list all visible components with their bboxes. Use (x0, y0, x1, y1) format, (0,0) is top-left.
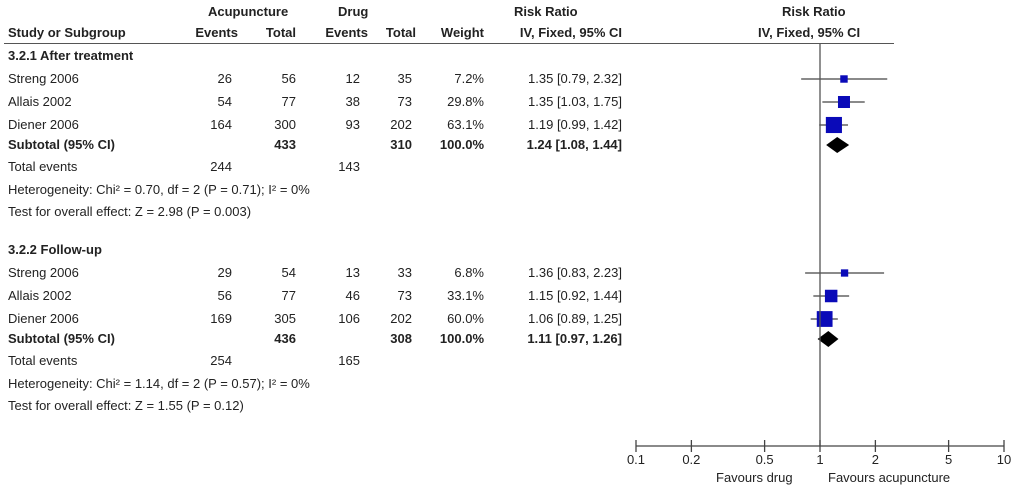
risk-ratio-ci: 1.06 [0.89, 1.25] (528, 311, 622, 326)
total-events-acu: 244 (210, 159, 232, 174)
risk-ratio-ci: 1.35 [1.03, 1.75] (528, 94, 622, 109)
acu-events: 26 (217, 71, 232, 86)
study-square (840, 269, 849, 277)
favours-right-label: Favours acupuncture (828, 470, 951, 485)
acu-events: 56 (217, 288, 232, 303)
drug-events: 12 (345, 71, 360, 86)
x-tick-label: 5 (944, 452, 953, 467)
drug-total: 202 (390, 117, 412, 132)
drug-total: 73 (397, 288, 412, 303)
study-name: Allais 2002 (8, 288, 72, 303)
drug-total: 33 (397, 265, 412, 280)
study-square (840, 75, 848, 83)
total-events-label: Total events (8, 353, 78, 368)
drug-events: 93 (345, 117, 360, 132)
header-study: Study or Subgroup (8, 25, 126, 40)
drug-events: 38 (345, 94, 360, 109)
header-drug: Drug (338, 4, 369, 19)
overall-effect: Test for overall effect: Z = 2.98 (P = 0… (8, 204, 252, 219)
subtotal-acu-total: 436 (274, 331, 296, 346)
weight: 33.1% (447, 288, 484, 303)
total-events-drug: 143 (338, 159, 360, 174)
favours-left-label: Favours drug (716, 470, 793, 485)
x-tick-label: 0.1 (626, 452, 646, 467)
risk-ratio-ci: 1.19 [0.99, 1.42] (528, 117, 622, 132)
acu-total: 77 (281, 288, 296, 303)
subtotal-ci: 1.24 [1.08, 1.44] (526, 137, 622, 152)
risk-ratio-ci: 1.15 [0.92, 1.44] (528, 288, 622, 303)
risk-ratio-ci: 1.35 [0.79, 2.32] (528, 71, 622, 86)
header-acu-events: Events (195, 25, 238, 40)
header-method: IV, Fixed, 95% CI (519, 25, 622, 40)
risk-ratio-ci: 1.36 [0.83, 2.23] (528, 265, 622, 280)
header-drug-events: Events (325, 25, 368, 40)
weight: 7.2% (454, 71, 484, 86)
subtotal-weight: 100.0% (439, 137, 484, 152)
subtotal-label: Subtotal (95% CI) (8, 137, 115, 152)
weight: 63.1% (447, 117, 484, 132)
acu-events: 164 (210, 117, 232, 132)
study-name: Diener 2006 (8, 311, 79, 326)
x-tick-label: 0.2 (682, 452, 701, 467)
acu-events: 169 (210, 311, 232, 326)
subtotal-acu-total: 433 (274, 137, 296, 152)
study-name: Diener 2006 (8, 117, 79, 132)
x-tick-label: 0.5 (755, 452, 774, 467)
weight: 29.8% (447, 94, 484, 109)
drug-events: 13 (345, 265, 360, 280)
study-name: Streng 2006 (8, 71, 79, 86)
drug-total: 35 (397, 71, 412, 86)
acu-total: 77 (281, 94, 296, 109)
total-events-drug: 165 (338, 353, 360, 368)
subtotal-ci: 1.11 [0.97, 1.26] (527, 331, 622, 346)
drug-events: 106 (338, 311, 360, 326)
weight: 6.8% (454, 265, 484, 280)
subgroup-title: 3.2.1 After treatment (8, 48, 134, 63)
acu-total: 56 (281, 71, 296, 86)
heterogeneity: Heterogeneity: Chi² = 0.70, df = 2 (P = … (8, 182, 310, 197)
x-tick-label: 1 (816, 452, 824, 467)
subgroup-title: 3.2.2 Follow-up (8, 242, 102, 257)
heterogeneity: Heterogeneity: Chi² = 1.14, df = 2 (P = … (8, 376, 310, 391)
drug-total: 73 (397, 94, 412, 109)
plot-method: IV, Fixed, 95% CI (758, 25, 861, 40)
study-name: Streng 2006 (8, 265, 79, 280)
acu-events: 29 (217, 265, 232, 280)
subtotal-drug-total: 308 (390, 331, 412, 346)
header-acupuncture: Acupuncture (208, 4, 289, 19)
subtotal-weight: 100.0% (439, 331, 484, 346)
drug-total: 202 (390, 311, 412, 326)
study-name: Allais 2002 (8, 94, 72, 109)
study-square (824, 289, 838, 303)
header-risk-ratio: Risk Ratio (514, 4, 578, 19)
total-events-acu: 254 (210, 353, 232, 368)
study-square (837, 95, 850, 109)
header-drug-total: Total (385, 25, 416, 40)
total-events-label: Total events (8, 159, 78, 174)
acu-events: 54 (217, 94, 232, 109)
acu-total: 54 (281, 265, 296, 280)
overall-effect: Test for overall effect: Z = 1.55 (P = 0… (8, 398, 244, 413)
x-tick-label: 10 (996, 452, 1012, 467)
subtotal-diamond (817, 331, 839, 347)
header-weight: Weight (440, 25, 484, 40)
subtotal-drug-total: 310 (390, 137, 412, 152)
acu-total: 300 (274, 117, 296, 132)
weight: 60.0% (447, 311, 484, 326)
subtotal-label: Subtotal (95% CI) (8, 331, 115, 346)
study-square (816, 311, 833, 327)
study-square (825, 116, 842, 134)
plot-title: Risk Ratio (782, 4, 846, 19)
x-tick-label: 2 (871, 452, 879, 467)
acu-total: 305 (274, 311, 296, 326)
drug-events: 46 (345, 288, 360, 303)
subtotal-diamond (826, 137, 850, 153)
header-divider (4, 43, 894, 44)
header-acu-total: Total (265, 25, 296, 40)
